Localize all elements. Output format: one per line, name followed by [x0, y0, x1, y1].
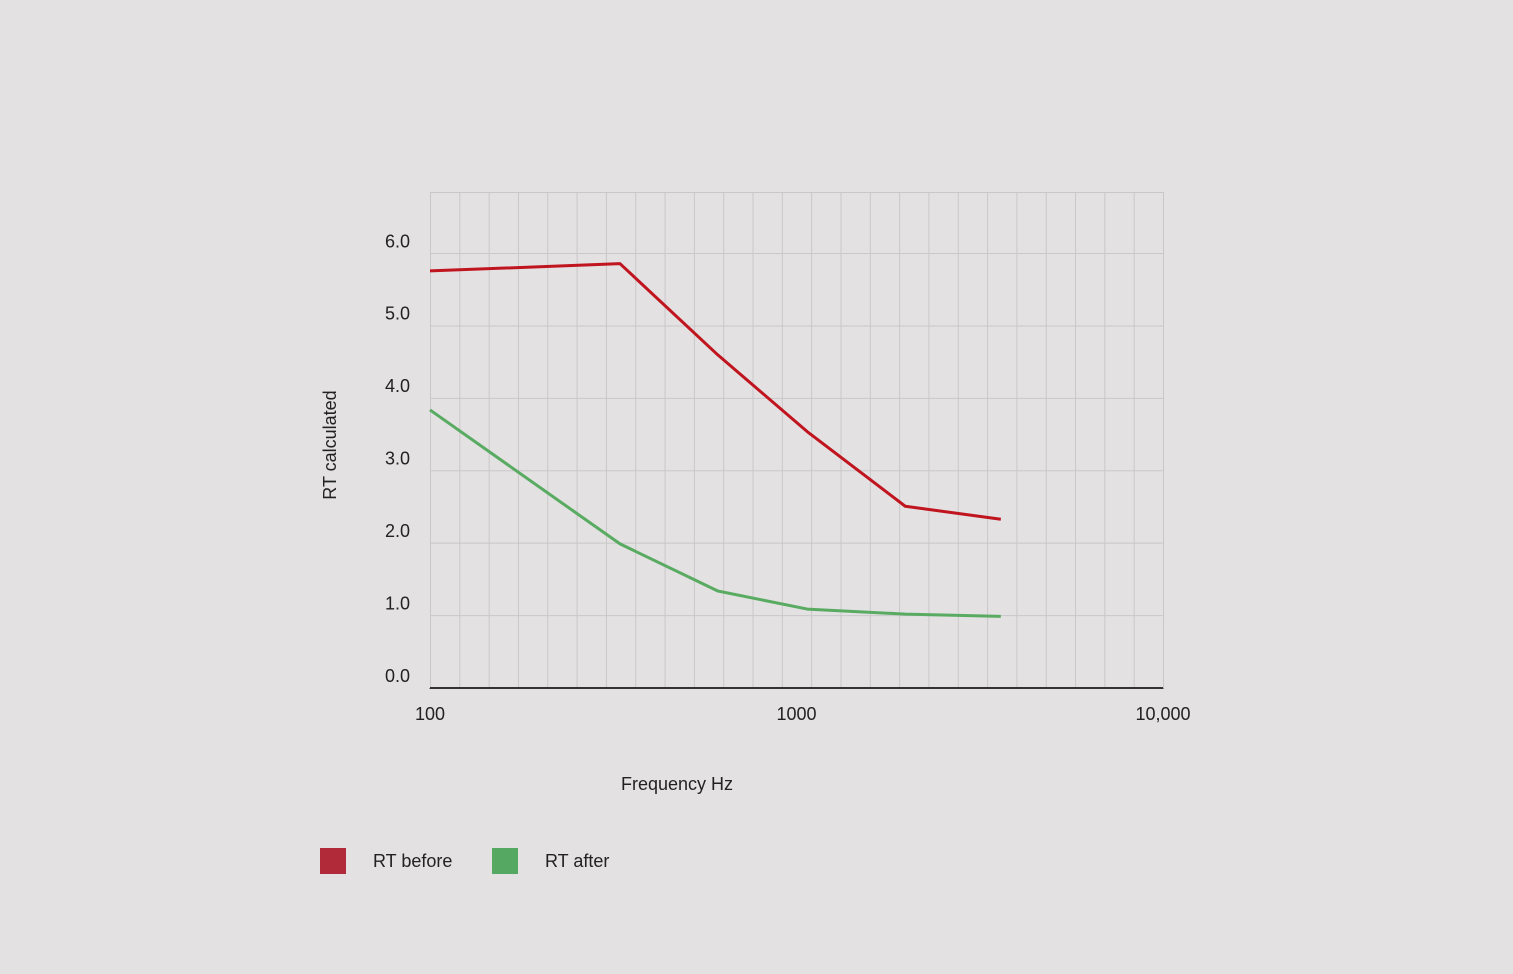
- y-tick-label: 5.0: [385, 304, 410, 324]
- y-axis-label: RT calculated: [320, 390, 340, 499]
- y-tick-label: 2.0: [385, 521, 410, 541]
- y-tick-label: 0.0: [385, 666, 410, 686]
- line-series: [429, 262, 1002, 521]
- legend-swatch: [320, 848, 346, 874]
- legend-label: RT after: [545, 851, 609, 871]
- y-tick-label: 4.0: [385, 376, 410, 396]
- x-tick-label: 1000: [776, 704, 816, 724]
- legend-swatch: [492, 848, 518, 874]
- legend-label: RT before: [373, 851, 452, 871]
- y-tick-label: 6.0: [385, 231, 410, 251]
- x-tick-label: 10,000: [1135, 704, 1190, 724]
- y-tick-label: 1.0: [385, 593, 410, 613]
- x-axis-label: Frequency Hz: [621, 774, 733, 794]
- line-series: [429, 408, 1001, 618]
- x-tick-label: 100: [415, 704, 445, 724]
- y-tick-label: 3.0: [385, 449, 410, 469]
- plot-background: [430, 192, 1164, 688]
